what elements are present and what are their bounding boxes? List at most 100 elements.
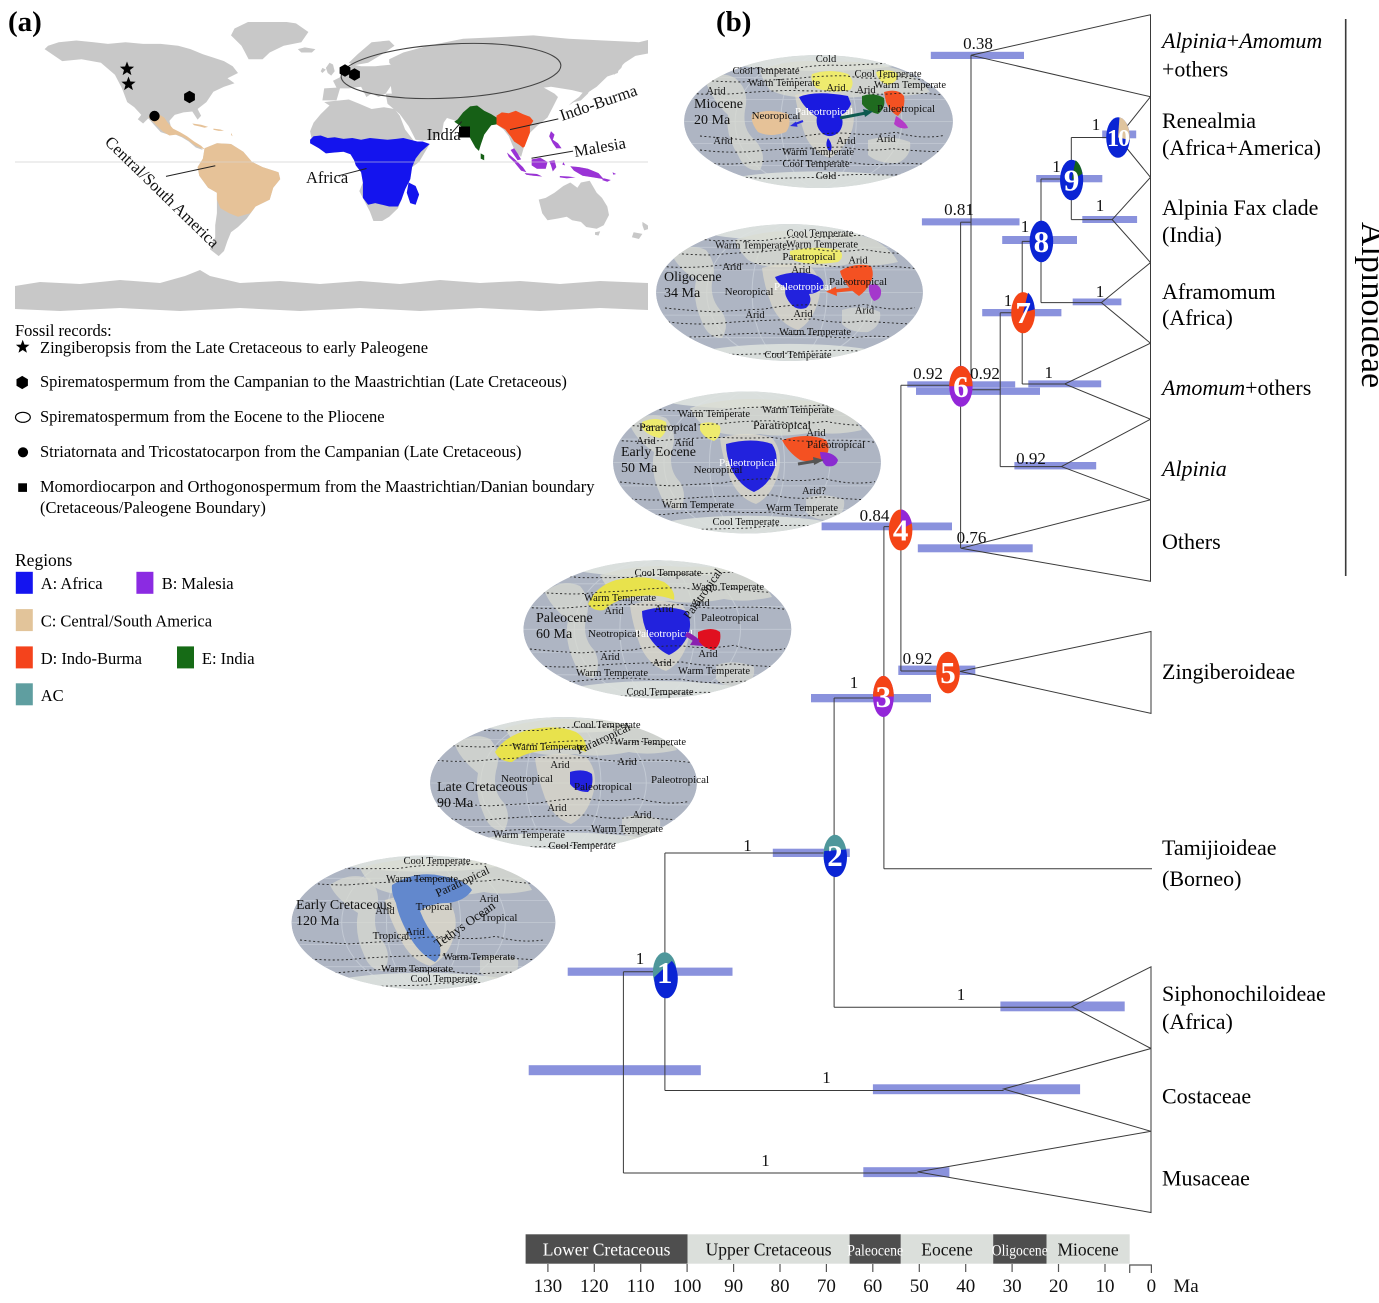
svg-text:Arid: Arid [652, 658, 672, 669]
svg-text:(Borneo): (Borneo) [1162, 866, 1241, 891]
svg-text:Arid: Arid [690, 598, 710, 609]
svg-text:Cool Temperate: Cool Temperate [634, 568, 701, 579]
svg-text:Arid: Arid [876, 134, 896, 145]
svg-text:Alpinia Fax clade: Alpinia Fax clade [1162, 195, 1318, 220]
svg-text:Arid: Arid [550, 760, 570, 771]
svg-text:2: 2 [827, 838, 843, 873]
svg-text:A: Africa: A: Africa [41, 574, 104, 593]
svg-text:Amomum+others: Amomum+others [1160, 375, 1311, 400]
svg-text:+others: +others [1162, 57, 1228, 82]
svg-text:1: 1 [1021, 217, 1030, 236]
svg-text:1: 1 [822, 1068, 831, 1087]
svg-text:Spirematospermum from the Camp: Spirematospermum from the Campanian to t… [40, 372, 567, 391]
svg-text:Arid: Arid [617, 757, 637, 768]
svg-text:Warm Temperate: Warm Temperate [678, 666, 750, 677]
svg-text:Paleotropical: Paleotropical [829, 276, 887, 288]
svg-text:Arid: Arid [636, 436, 656, 447]
svg-text:(India): (India) [1162, 222, 1222, 247]
svg-text:Arid: Arid [375, 906, 395, 917]
svg-text:Malesia: Malesia [572, 133, 627, 161]
svg-text:0.81: 0.81 [944, 200, 974, 219]
svg-text:Eocene: Eocene [921, 1240, 973, 1260]
svg-text:Neotropical: Neotropical [588, 628, 640, 640]
svg-text:Arid: Arid [547, 803, 567, 814]
svg-text:130: 130 [534, 1276, 563, 1297]
svg-text:1: 1 [850, 673, 859, 692]
svg-text:Arid: Arid [713, 136, 733, 147]
svg-text:Others: Others [1162, 529, 1221, 554]
svg-text:0: 0 [1147, 1276, 1157, 1297]
svg-text:Alpinia+Amomum: Alpinia+Amomum [1160, 28, 1322, 53]
svg-text:8: 8 [1034, 224, 1050, 259]
svg-text:(Cretaceous/Paleogene Boundary: (Cretaceous/Paleogene Boundary) [40, 498, 266, 517]
svg-text:1: 1 [657, 955, 673, 990]
svg-text:Neoropical: Neoropical [725, 286, 774, 298]
svg-text:Cool Temperate: Cool Temperate [712, 517, 779, 528]
svg-text:80: 80 [771, 1276, 790, 1297]
svg-text:Arid: Arid [706, 86, 726, 97]
svg-text:Paleotropical: Paleotropical [774, 281, 832, 293]
svg-text:50 Ma: 50 Ma [621, 461, 658, 476]
svg-text:Warm Temperate: Warm Temperate [782, 147, 854, 158]
svg-text:India: India [427, 125, 462, 144]
svg-text:Early Eocene: Early Eocene [621, 445, 696, 460]
svg-text:20: 20 [1049, 1276, 1068, 1297]
svg-text:Arid: Arid [745, 310, 765, 321]
svg-text:Warm Temperate: Warm Temperate [786, 239, 858, 250]
svg-text:Arid: Arid [722, 262, 742, 273]
svg-text:Costaceae: Costaceae [1162, 1084, 1251, 1109]
svg-text:Arid?: Arid? [802, 486, 826, 497]
svg-text:Paleotropical: Paleotropical [877, 103, 935, 115]
svg-text:Zingiberopsis from the Late Cr: Zingiberopsis from the Late Cretaceous t… [40, 338, 428, 357]
svg-text:20 Ma: 20 Ma [694, 113, 731, 128]
svg-text:Cool Temperate: Cool Temperate [764, 350, 831, 361]
svg-text:Cool Temperate: Cool Temperate [854, 69, 921, 80]
svg-text:1: 1 [1044, 363, 1053, 382]
svg-text:120: 120 [580, 1276, 609, 1297]
svg-text:Cold: Cold [816, 54, 837, 65]
svg-text:Warm Temperate: Warm Temperate [576, 668, 648, 679]
svg-text:100: 100 [673, 1276, 702, 1297]
svg-text:90 Ma: 90 Ma [437, 796, 474, 811]
svg-text:Siphonochiloideae: Siphonochiloideae [1162, 981, 1326, 1006]
svg-text:5: 5 [940, 655, 956, 690]
svg-text:Warm Temperate: Warm Temperate [591, 824, 663, 835]
svg-text:Warm Temperate: Warm Temperate [766, 503, 838, 514]
svg-text:7: 7 [1015, 295, 1031, 330]
svg-text:Fossil records:: Fossil records: [15, 321, 112, 340]
svg-text:1: 1 [636, 949, 645, 968]
svg-text:Warm Temperate: Warm Temperate [443, 952, 515, 963]
svg-text:Warm Temperate: Warm Temperate [779, 327, 851, 338]
svg-text:0.38: 0.38 [963, 34, 993, 53]
svg-text:Warm Temperate: Warm Temperate [678, 409, 750, 420]
svg-text:Cool Temperate: Cool Temperate [573, 720, 640, 731]
svg-text:10: 10 [1107, 126, 1130, 152]
svg-text:4: 4 [893, 513, 909, 548]
svg-text:Cool Temperate: Cool Temperate [410, 974, 477, 985]
svg-text:Paleotropical: Paleotropical [701, 612, 759, 624]
svg-text:Warm Temperate: Warm Temperate [386, 874, 458, 885]
svg-text:Arid: Arid [632, 810, 652, 821]
svg-text:Paleotropical: Paleotropical [574, 781, 632, 793]
svg-text:0.92: 0.92 [970, 364, 1000, 383]
svg-text:70: 70 [817, 1276, 836, 1297]
svg-text:(Africa): (Africa) [1162, 1009, 1233, 1034]
svg-text:Arid: Arid [479, 894, 499, 905]
svg-text:Cool Temperate: Cool Temperate [403, 856, 470, 867]
svg-text:Early Cretaceous: Early Cretaceous [296, 898, 392, 913]
svg-text:Paratropical: Paratropical [753, 418, 812, 432]
svg-text:Arid: Arid [826, 83, 846, 94]
svg-text:Arid: Arid [405, 927, 425, 938]
svg-text:Warm Temperate: Warm Temperate [692, 582, 764, 593]
svg-text:Paleocene: Paleocene [847, 1243, 903, 1260]
svg-text:(a): (a) [8, 6, 42, 38]
svg-text:Arid: Arid [836, 136, 856, 147]
svg-text:1: 1 [957, 985, 966, 1004]
svg-text:Late Cretaceous: Late Cretaceous [437, 780, 528, 795]
svg-text:110: 110 [627, 1276, 655, 1297]
svg-text:Arid: Arid [791, 265, 811, 276]
svg-text:Miocene: Miocene [694, 97, 743, 112]
svg-text:Tropical: Tropical [481, 912, 518, 924]
svg-text:Cool Temperate: Cool Temperate [626, 687, 693, 698]
svg-text:Striatornata and Tricostatocar: Striatornata and Tricostatocarpon from t… [40, 442, 522, 461]
